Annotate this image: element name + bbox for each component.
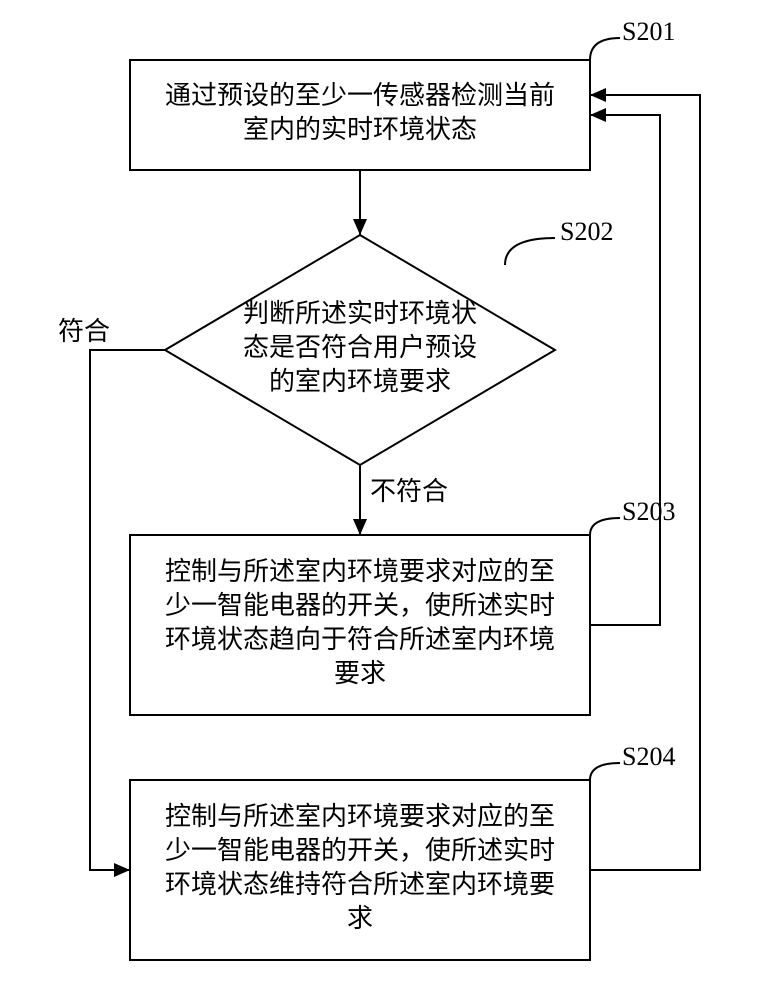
s203-id-label: S203 <box>622 497 675 526</box>
arrowhead <box>353 219 367 235</box>
arrowhead <box>590 108 606 122</box>
s204-leader <box>590 763 620 780</box>
s202-line-1: 态是否符合用户预设 <box>243 333 477 362</box>
s203-line-3: 要求 <box>334 659 386 688</box>
s201-line-1: 室内的实时环境状态 <box>243 115 477 144</box>
s202-line-2: 的室内环境要求 <box>269 367 451 396</box>
s202-to-s204-label: 符合 <box>58 317 110 346</box>
s203-to-s201 <box>590 115 660 625</box>
s203-line-1: 少一智能电器的开关，使所述实时 <box>165 591 555 620</box>
s204-line-2: 环境状态维持符合所述室内环境要 <box>165 870 555 899</box>
s201-id-label: S201 <box>622 17 675 46</box>
s204-line-3: 求 <box>347 904 373 933</box>
s202-to-s203-label: 不符合 <box>370 477 448 506</box>
arrowhead <box>353 519 367 535</box>
s204-id-label: S204 <box>622 742 675 771</box>
s202-line-0: 判断所述实时环境状 <box>243 299 477 328</box>
arrowhead <box>590 88 606 102</box>
s204-line-0: 控制与所述室内环境要求对应的至 <box>165 802 555 831</box>
s201-line-0: 通过预设的至少一传感器检测当前 <box>165 81 555 110</box>
s204-line-1: 少一智能电器的开关，使所述实时 <box>165 836 555 865</box>
s202-to-s204 <box>90 350 165 870</box>
s202-id-label: S202 <box>560 217 613 246</box>
s202-leader <box>505 238 555 265</box>
arrowhead <box>114 863 130 877</box>
s201-leader <box>590 38 620 60</box>
s203-line-0: 控制与所述室内环境要求对应的至 <box>165 557 555 586</box>
s203-leader <box>590 518 620 535</box>
s203-line-2: 环境状态趋向于符合所述室内环境 <box>165 625 555 654</box>
